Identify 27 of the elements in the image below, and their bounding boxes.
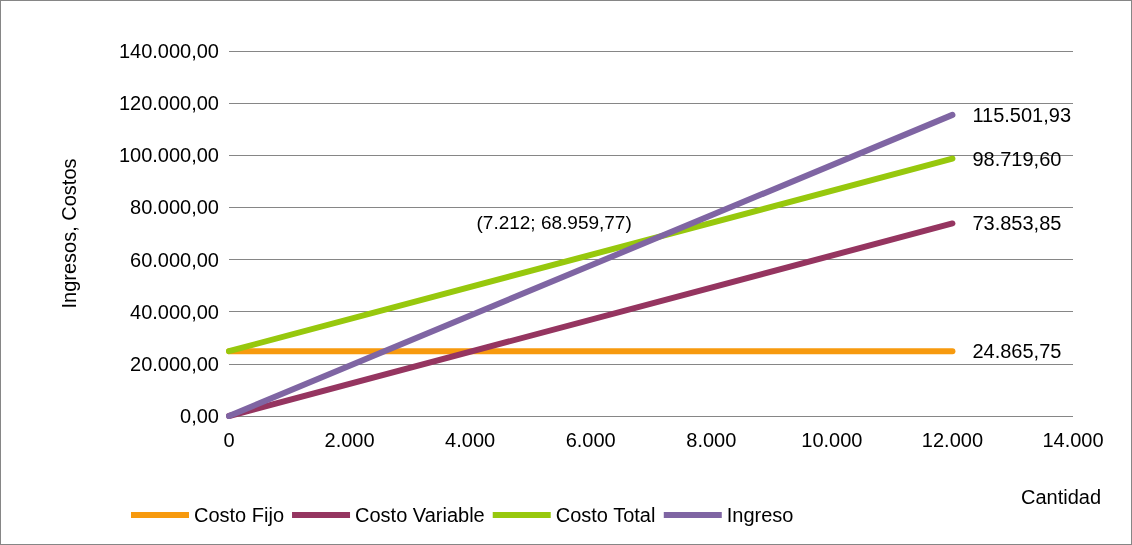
annotation: (7.212; 68.959,77) (476, 211, 632, 233)
y-tick-label: 0,00 (180, 405, 219, 427)
legend-label: Costo Total (555, 504, 656, 526)
x-tick-label: 12.000 (921, 429, 984, 451)
y-tick-label: 140.000,00 (118, 40, 219, 62)
data-label: 24.865,75 (972, 340, 1062, 363)
data-label: 98.719,60 (972, 147, 1062, 170)
x-tick-label: 4.000 (445, 429, 496, 451)
data-label: 115.501,93 (972, 103, 1072, 126)
y-tick-label: 100.000,00 (118, 144, 219, 167)
x-tick-label: 2.000 (324, 429, 375, 451)
y-tick-label: 20.000,00 (130, 352, 219, 375)
x-tick-label: 10.000 (801, 429, 863, 451)
y-tick-label: 40.000,00 (130, 300, 219, 323)
y-tick-label: 60.000,00 (130, 248, 219, 271)
x-tick-label: 6.000 (565, 429, 616, 451)
y-axis-title: Ingresos, Costos (58, 158, 80, 309)
y-tick-label: 80.000,00 (130, 196, 219, 219)
legend-label: Costo Fijo (194, 504, 285, 526)
x-axis-title: Cantidad (1020, 486, 1101, 508)
legend-label: Costo Variable (355, 504, 485, 526)
legend-label: Ingreso (726, 504, 794, 526)
x-tick-label: 8.000 (686, 429, 737, 451)
y-tick-label: 120.000,00 (118, 92, 219, 115)
x-tick-label: 0 (223, 429, 235, 451)
data-label: 73.853,85 (972, 212, 1062, 235)
x-tick-label: 14.000 (1042, 429, 1104, 451)
